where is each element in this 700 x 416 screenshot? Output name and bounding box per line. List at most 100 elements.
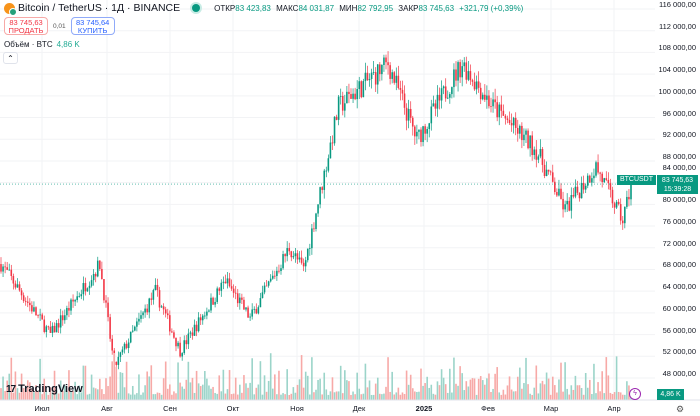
- volume-bar: [379, 393, 381, 400]
- volume-bar: [68, 370, 70, 400]
- volume-bar: [294, 392, 297, 400]
- candle: [241, 297, 243, 300]
- candle: [329, 142, 332, 159]
- volume-bar: [543, 384, 546, 400]
- volume-bar: [323, 372, 326, 400]
- volume-bar: [383, 393, 385, 400]
- volume-bar: [224, 393, 227, 400]
- volume-bar: [123, 387, 126, 400]
- volume-bar: [107, 386, 109, 400]
- buy-button[interactable]: 83 745,64 КУПИТЬ: [70, 17, 115, 35]
- buy-label: КУПИТЬ: [77, 26, 108, 35]
- volume-bar: [457, 385, 459, 400]
- candle: [33, 307, 35, 312]
- candle: [615, 201, 618, 208]
- volume-bar: [51, 392, 54, 400]
- volume-bar: [319, 378, 321, 400]
- volume-bar: [214, 392, 216, 400]
- symbol-tag: BTCUSDT: [616, 175, 656, 185]
- candle: [405, 107, 408, 121]
- volume-bar: [426, 376, 428, 400]
- volume-bar: [430, 384, 433, 400]
- volume-bar: [597, 382, 599, 400]
- volume-bar: [514, 391, 517, 400]
- candle: [171, 331, 173, 333]
- candle: [82, 283, 85, 295]
- candle: [55, 323, 58, 333]
- candle: [424, 126, 426, 134]
- candle: [630, 184, 632, 200]
- volume-bar: [370, 394, 373, 400]
- volume-bar: [432, 393, 435, 400]
- volume-bar: [350, 394, 352, 400]
- candle: [395, 75, 398, 83]
- candle: [420, 129, 422, 143]
- volume-bar: [121, 372, 124, 400]
- volume-bar: [265, 391, 268, 400]
- candle: [434, 103, 437, 109]
- candle: [169, 315, 171, 332]
- volume-bar: [411, 388, 414, 400]
- volume-bar: [239, 384, 241, 400]
- lightning-icon[interactable]: ϟ: [629, 388, 641, 400]
- candle: [605, 178, 608, 180]
- volume-bar: [605, 357, 608, 400]
- volume-bar: [236, 394, 239, 400]
- volume-bar: [249, 382, 251, 400]
- candle: [525, 130, 527, 135]
- candle: [119, 352, 122, 357]
- candle: [543, 164, 546, 177]
- candle: [519, 125, 521, 134]
- volume-bar: [403, 393, 406, 400]
- candle: [257, 307, 260, 314]
- volume-bar: [387, 357, 389, 400]
- price-tick: 76 000,00: [662, 217, 696, 226]
- volume-bar: [391, 371, 393, 400]
- time-tick: Авг: [101, 404, 113, 413]
- candle: [510, 122, 513, 126]
- candle: [156, 284, 159, 291]
- candle: [255, 308, 258, 314]
- candle: [131, 330, 134, 332]
- volume-bar: [35, 385, 37, 400]
- volume-bar: [269, 353, 272, 400]
- volume-bar: [463, 390, 466, 400]
- sell-button[interactable]: 83 745,63 ПРОДАТЬ: [4, 17, 48, 35]
- time-tick: Ноя: [290, 404, 304, 413]
- volume-bar: [84, 365, 87, 400]
- candle: [177, 342, 179, 347]
- volume-bar: [300, 355, 303, 400]
- candle: [243, 299, 245, 310]
- volume-bar: [341, 393, 344, 400]
- price-tick: 84 000,00: [662, 163, 696, 172]
- candle: [418, 129, 420, 132]
- volume-bar: [492, 388, 494, 400]
- volume-bar: [24, 385, 27, 400]
- volume-bar: [381, 394, 383, 400]
- volume-bar: [251, 358, 253, 400]
- collapse-legend-button[interactable]: ⌃: [3, 52, 18, 64]
- candle: [469, 71, 472, 81]
- settings-icon[interactable]: ⚙: [676, 404, 685, 414]
- candle: [325, 170, 328, 172]
- candle: [14, 283, 17, 288]
- volume-bar: [234, 377, 237, 400]
- volume-bar: [247, 387, 249, 400]
- volume-bar: [109, 376, 111, 400]
- symbol-title[interactable]: Bitcoin / TetherUS · 1Д · BINANCE: [18, 2, 181, 14]
- volume-bar: [274, 374, 276, 400]
- volume-bar: [173, 391, 175, 400]
- candle: [591, 178, 593, 183]
- volume-bar: [55, 390, 58, 400]
- candle: [490, 106, 492, 107]
- candle: [626, 196, 628, 207]
- candle: [107, 302, 109, 318]
- candle: [228, 278, 231, 287]
- volume-bar: [70, 391, 72, 400]
- candle: [358, 81, 361, 90]
- volume-bar: [154, 394, 157, 400]
- candle: [74, 300, 76, 302]
- candle: [88, 285, 91, 289]
- tradingview-logo[interactable]: 17 TradingView: [6, 383, 83, 395]
